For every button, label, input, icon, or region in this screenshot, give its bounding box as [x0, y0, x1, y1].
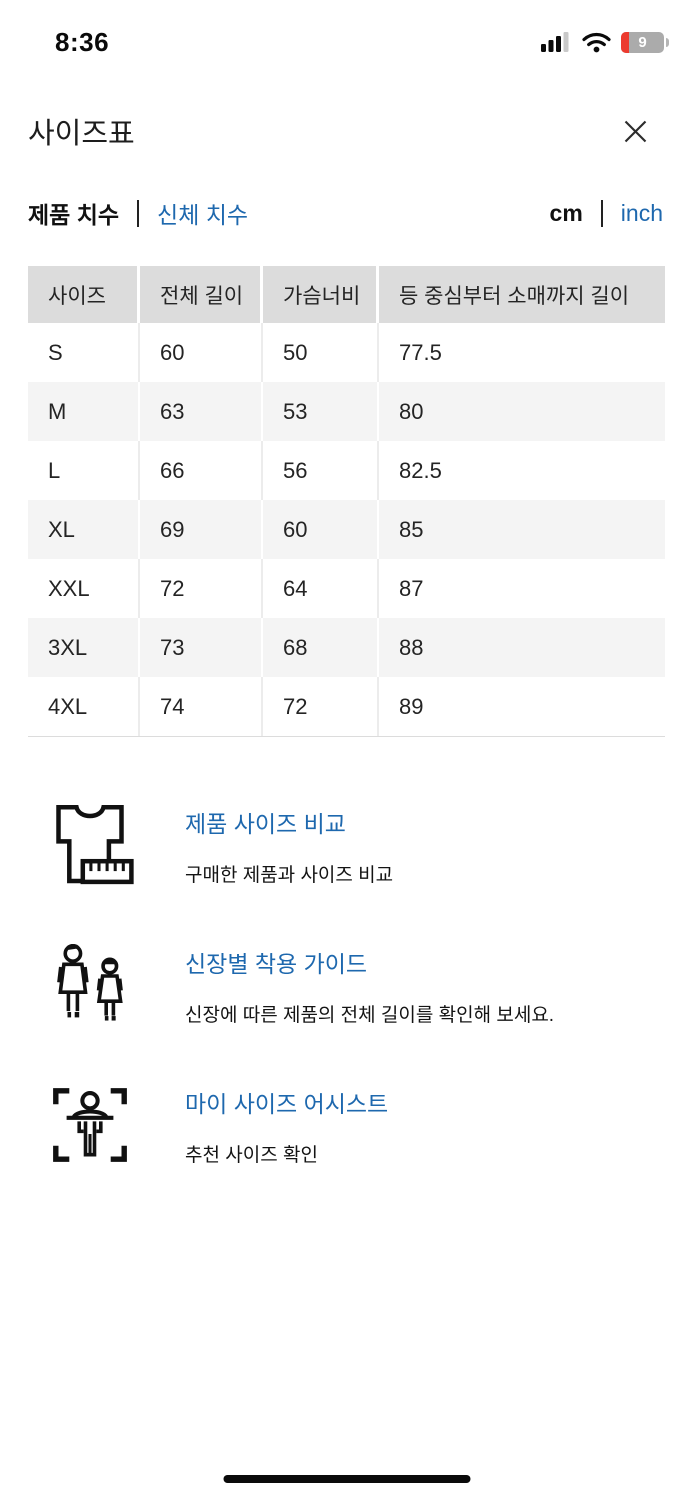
- link-product-size-compare[interactable]: 제품 사이즈 비교 구매한 제품과 사이즈 비교: [0, 799, 693, 891]
- unit-cm-button[interactable]: cm: [549, 199, 583, 226]
- battery-icon: 9: [621, 31, 664, 53]
- size-table: 사이즈 전체 길이 가슴너비 등 중심부터 소매까지 길이 S 60 50 77…: [28, 266, 665, 737]
- tshirt-ruler-icon: [45, 799, 135, 891]
- unit-divider: [600, 199, 603, 227]
- tab-body-measurements[interactable]: 신체 치수: [157, 196, 248, 230]
- cell-size: L: [28, 441, 140, 500]
- table-row: XL 69 60 85: [28, 500, 665, 559]
- tab-divider: [137, 199, 140, 227]
- cell-size: XXL: [28, 559, 140, 618]
- unit-toggle: cm inch: [549, 199, 663, 227]
- cell-sleeve: 89: [379, 677, 665, 736]
- link-text: 마이 사이즈 어시스트 추천 사이즈 확인: [185, 1079, 388, 1167]
- table-row: 4XL 74 72 89: [28, 677, 665, 736]
- cell-length: 69: [140, 500, 263, 559]
- cell-size: S: [28, 323, 140, 382]
- table-row: M 63 53 80: [28, 382, 665, 441]
- table-row: L 66 56 82.5: [28, 441, 665, 500]
- link-my-size-assist[interactable]: 마이 사이즈 어시스트 추천 사이즈 확인: [0, 1079, 693, 1171]
- cell-chest: 56: [263, 441, 379, 500]
- cell-chest: 60: [263, 500, 379, 559]
- column-header-chest: 가슴너비: [263, 266, 379, 323]
- cell-length: 74: [140, 677, 263, 736]
- status-icons: 9: [541, 31, 669, 53]
- clock-time: 8:36: [55, 26, 110, 57]
- table-header-row: 사이즈 전체 길이 가슴너비 등 중심부터 소매까지 길이: [28, 266, 665, 323]
- cell-sleeve: 82.5: [379, 441, 665, 500]
- table-row: 3XL 73 68 88: [28, 618, 665, 677]
- cell-chest: 68: [263, 618, 379, 677]
- cell-sleeve: 87: [379, 559, 665, 618]
- battery-nub: [666, 37, 669, 47]
- column-header-length: 전체 길이: [140, 266, 263, 323]
- cell-length: 66: [140, 441, 263, 500]
- selector-row: 제품 치수 신체 치수 cm inch: [28, 196, 663, 230]
- battery-charge-level: [621, 31, 629, 53]
- cell-sleeve: 85: [379, 500, 665, 559]
- table-row: XXL 72 64 87: [28, 559, 665, 618]
- cellular-signal-icon: [541, 32, 572, 52]
- cell-length: 73: [140, 618, 263, 677]
- people-height-icon: [45, 939, 135, 1031]
- table-row: S 60 50 77.5: [28, 323, 665, 382]
- link-subtitle: 구매한 제품과 사이즈 비교: [185, 865, 394, 886]
- cell-length: 63: [140, 382, 263, 441]
- wifi-icon: [582, 32, 611, 53]
- link-text: 제품 사이즈 비교 구매한 제품과 사이즈 비교: [185, 799, 393, 887]
- cell-sleeve: 77.5: [379, 323, 665, 382]
- close-icon: [622, 118, 649, 145]
- battery-percent: 9: [638, 33, 647, 51]
- link-subtitle: 추천 사이즈 확인: [185, 1145, 318, 1166]
- column-header-size: 사이즈: [28, 266, 140, 323]
- close-button[interactable]: [620, 116, 651, 147]
- link-subtitle: 신장에 따른 제품의 전체 길이를 확인해 보세요.: [185, 1005, 555, 1026]
- cell-chest: 50: [263, 323, 379, 382]
- cell-chest: 72: [263, 677, 379, 736]
- status-bar: 8:36 9: [0, 0, 693, 60]
- cell-chest: 64: [263, 559, 379, 618]
- column-header-sleeve: 등 중심부터 소매까지 길이: [379, 266, 665, 323]
- home-indicator[interactable]: [223, 1475, 470, 1483]
- unit-inch-button[interactable]: inch: [620, 199, 663, 226]
- cell-chest: 53: [263, 382, 379, 441]
- link-title[interactable]: 마이 사이즈 어시스트: [185, 1091, 389, 1117]
- cell-sleeve: 88: [379, 618, 665, 677]
- cell-size: XL: [28, 500, 140, 559]
- modal-header: 사이즈표: [28, 110, 651, 152]
- measurement-tabs: 제품 치수 신체 치수: [28, 196, 248, 230]
- cell-size: M: [28, 382, 140, 441]
- link-title[interactable]: 신장별 착용 가이드: [185, 951, 368, 977]
- link-height-wearing-guide[interactable]: 신장별 착용 가이드 신장에 따른 제품의 전체 길이를 확인해 보세요.: [0, 939, 693, 1031]
- cell-size: 3XL: [28, 618, 140, 677]
- link-text: 신장별 착용 가이드 신장에 따른 제품의 전체 길이를 확인해 보세요.: [185, 939, 554, 1027]
- page-title: 사이즈표: [28, 118, 135, 150]
- cell-sleeve: 80: [379, 382, 665, 441]
- tool-links: 제품 사이즈 비교 구매한 제품과 사이즈 비교: [0, 799, 693, 1171]
- cell-length: 72: [140, 559, 263, 618]
- tab-product-measurements[interactable]: 제품 치수: [28, 196, 119, 230]
- cell-size: 4XL: [28, 677, 140, 736]
- link-title[interactable]: 제품 사이즈 비교: [185, 811, 346, 837]
- body-scan-icon: [45, 1079, 135, 1171]
- cell-length: 60: [140, 323, 263, 382]
